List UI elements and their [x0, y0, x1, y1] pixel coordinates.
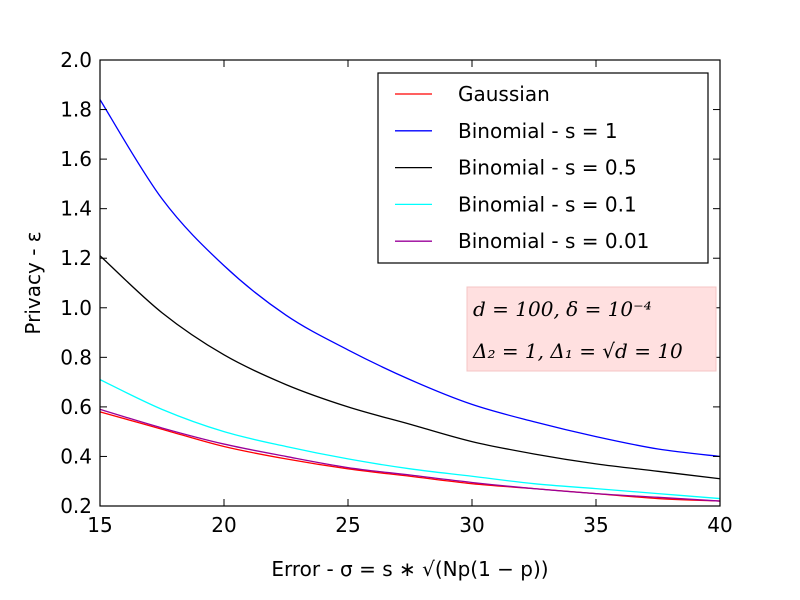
legend-items: Gaussian Binomial - s = 1 Binomial - s = 0…	[395, 82, 649, 253]
annotation-line-1: d = 100, δ = 10⁻⁴	[473, 297, 652, 321]
y-tick-label-9: 2.0	[60, 48, 92, 72]
legend-label-0: Gaussian	[458, 82, 550, 106]
x-axis-label: Error - σ = s ∗ √(Np(1 − p))	[271, 557, 548, 581]
y-tick-label-1: 0.4	[60, 444, 92, 468]
y-tick-label-8: 1.8	[60, 98, 92, 122]
legend-box	[377, 72, 709, 264]
y-tick-label-3: 0.8	[60, 345, 92, 369]
annotation: d = 100, δ = 10⁻⁴ Δ₂ = 1, Δ₁ = √d = 10	[466, 286, 717, 372]
series-line-2	[99, 255, 721, 480]
legend-label-2: Binomial - s = 0.5	[458, 156, 637, 180]
annotation-line-2: Δ₂ = 1, Δ₁ = √d = 10	[472, 339, 683, 363]
y-tick-label-4: 1.0	[60, 296, 92, 320]
x-tick-label-0: 15	[87, 513, 112, 537]
series-line-1	[99, 99, 721, 458]
y-axis-label: Privacy - ε	[21, 231, 45, 334]
x-tick-label-5: 40	[707, 513, 732, 537]
plot-frame	[99, 59, 721, 507]
annotation-box	[466, 286, 717, 372]
series-line-4	[99, 408, 721, 502]
x-tick-label-3: 30	[459, 513, 484, 537]
legend: Gaussian Binomial - s = 1 Binomial - s = 0…	[377, 72, 709, 264]
legend-label-4: Binomial - s = 0.01	[458, 229, 649, 253]
x-tick-label-2: 25	[335, 513, 360, 537]
x-tick-label-1: 20	[211, 513, 236, 537]
x-tick-label-4: 35	[583, 513, 608, 537]
series-layer	[99, 99, 721, 502]
y-tick-label-7: 1.6	[60, 147, 92, 171]
y-tick-label-6: 1.4	[60, 197, 92, 221]
y-tick-label-5: 1.2	[60, 246, 92, 270]
legend-label-3: Binomial - s = 0.1	[458, 192, 637, 216]
y-tick-label-0: 0.2	[60, 494, 92, 518]
y-tick-label-2: 0.6	[60, 395, 92, 419]
legend-label-1: Binomial - s = 1	[458, 119, 618, 143]
series-line-3	[99, 379, 721, 500]
tick-layer: 15 20 25 30 35 40 0.2 0.4 0.6 0.8 1.0 1.2 1.4 1.6 1.8 2…	[60, 48, 733, 537]
